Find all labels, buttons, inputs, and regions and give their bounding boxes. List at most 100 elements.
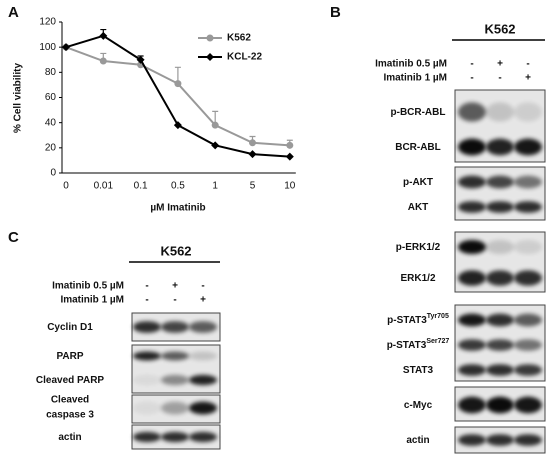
band: [458, 313, 486, 327]
treatment-mark: -: [498, 73, 501, 84]
marker: [211, 141, 220, 150]
marker: [99, 57, 107, 65]
x-tick-label: 0.5: [171, 181, 185, 192]
band: [486, 396, 514, 414]
band: [514, 434, 542, 446]
y-axis-label: % Cell viability: [13, 63, 24, 133]
band-label-main: STAT3: [403, 365, 434, 376]
band-label: Cleaved: [51, 395, 89, 406]
band: [161, 374, 189, 386]
band-label-main: PARP: [56, 351, 83, 362]
treatment-mark: -: [470, 59, 473, 70]
band-label: p-ERK1/2: [396, 242, 441, 253]
treatment-mark: -: [173, 295, 176, 306]
band: [486, 239, 514, 255]
band: [458, 364, 486, 376]
band: [514, 102, 542, 122]
band: [486, 434, 514, 446]
band-label: BCR-ABL: [395, 142, 441, 153]
band-label-superscript: Tyr705: [427, 313, 449, 320]
panel-label: B: [330, 4, 341, 21]
treatment-mark: -: [145, 281, 148, 292]
band: [514, 339, 542, 351]
band: [458, 270, 486, 286]
legend-label: K562: [227, 33, 251, 44]
band: [514, 239, 542, 255]
band: [189, 351, 217, 361]
band: [458, 239, 486, 255]
band: [189, 321, 217, 333]
marker: [173, 121, 182, 130]
band-label-main: p-ERK1/2: [396, 242, 441, 253]
band: [458, 102, 486, 122]
band-label: Cleaved PARP: [36, 375, 105, 386]
band-label: actin: [406, 435, 429, 446]
x-axis-label: µM Imatinib: [150, 203, 205, 214]
band-label: p-AKT: [403, 177, 433, 188]
band: [133, 351, 161, 361]
band: [486, 102, 514, 122]
band-label: p-STAT3Ser727: [387, 338, 450, 351]
band: [189, 374, 217, 386]
band: [514, 364, 542, 376]
blot-header: K562: [484, 21, 515, 36]
band-label-main: BCR-ABL: [395, 142, 441, 153]
legend-marker: [206, 34, 214, 42]
band-label-main: p-BCR-ABL: [391, 107, 446, 118]
treatment-mark: +: [172, 281, 178, 292]
y-tick-label: 120: [39, 17, 56, 28]
band-label: AKT: [408, 202, 429, 213]
y-tick-label: 20: [45, 142, 57, 153]
band-label: ERK1/2: [400, 273, 435, 284]
panel-label: C: [8, 229, 19, 246]
x-tick-label: 1: [212, 181, 218, 192]
band-label: STAT3: [403, 365, 434, 376]
band: [514, 175, 542, 189]
band: [486, 313, 514, 327]
y-tick-label: 40: [45, 117, 57, 128]
band-label: actin: [58, 432, 81, 443]
band-label: Cyclin D1: [47, 322, 93, 333]
band: [514, 396, 542, 414]
band-label: c-Myc: [404, 400, 433, 411]
band: [486, 175, 514, 189]
treatment-mark: -: [201, 281, 204, 292]
band-label-main: c-Myc: [404, 400, 433, 411]
band: [133, 401, 161, 415]
band: [458, 396, 486, 414]
band: [514, 201, 542, 213]
band: [514, 138, 542, 156]
band: [161, 321, 189, 333]
legend-marker: [206, 53, 214, 61]
x-tick-label: 5: [250, 181, 256, 192]
band-label: p-BCR-ABL: [391, 107, 446, 118]
marker: [99, 31, 108, 40]
treatment-mark: +: [525, 73, 531, 84]
band-label-main: actin: [58, 432, 81, 443]
treatment-label: Imatinib 0.5 µM: [52, 281, 124, 292]
band-label: PARP: [56, 351, 83, 362]
band: [514, 270, 542, 286]
band-label-main: p-STAT3: [387, 315, 427, 326]
band-label-main: Cleaved PARP: [36, 375, 105, 386]
band-label: p-STAT3Tyr705: [387, 313, 449, 326]
band: [189, 401, 217, 415]
band: [189, 431, 217, 443]
band: [458, 201, 486, 213]
band: [486, 339, 514, 351]
band: [161, 351, 189, 361]
band-label: caspase 3: [46, 410, 94, 421]
band: [458, 339, 486, 351]
y-tick-label: 100: [39, 42, 56, 53]
treatment-label: Imatinib 1 µM: [383, 73, 447, 84]
band: [133, 431, 161, 443]
marker: [136, 55, 145, 64]
marker: [211, 121, 219, 129]
band-label-main: Cyclin D1: [47, 322, 93, 333]
band: [133, 374, 161, 386]
band: [458, 175, 486, 189]
band: [133, 321, 161, 333]
band: [514, 313, 542, 327]
marker: [62, 43, 70, 52]
treatment-label: Imatinib 0.5 µM: [375, 59, 447, 70]
